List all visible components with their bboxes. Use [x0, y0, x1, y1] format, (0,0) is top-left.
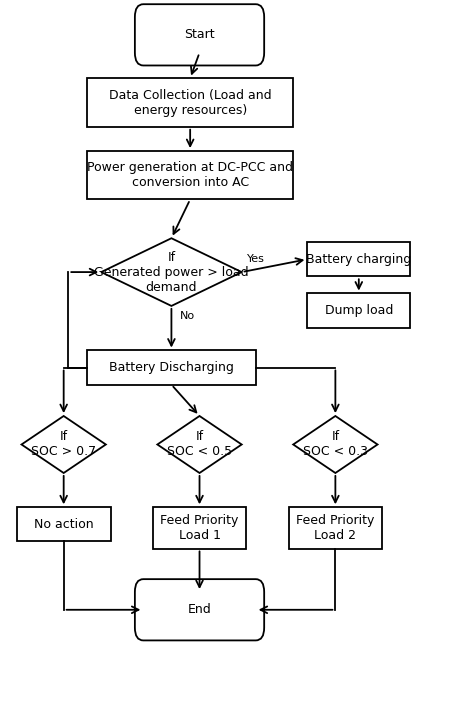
Bar	[307, 294, 410, 327]
Polygon shape	[157, 416, 242, 473]
Text: Dump load: Dump load	[325, 304, 393, 317]
Text: If
SOC > 0.7: If SOC > 0.7	[31, 431, 96, 459]
Text: Start: Start	[184, 28, 215, 42]
Text: Feed Priority
Load 1: Feed Priority Load 1	[160, 514, 239, 542]
Text: No action: No action	[34, 518, 93, 531]
Bar	[87, 350, 256, 385]
Text: No: No	[180, 311, 195, 321]
Bar	[87, 151, 293, 200]
Text: End: End	[188, 603, 211, 616]
Bar	[17, 507, 110, 541]
Text: Yes: Yes	[247, 254, 265, 264]
Text: If
Generated power > load
demand: If Generated power > load demand	[94, 251, 249, 294]
Bar	[87, 78, 293, 127]
Bar	[307, 242, 410, 276]
Text: Power generation at DC-PCC and
conversion into AC: Power generation at DC-PCC and conversio…	[87, 161, 293, 189]
Polygon shape	[293, 416, 377, 473]
Text: Feed Priority
Load 2: Feed Priority Load 2	[296, 514, 374, 542]
FancyBboxPatch shape	[135, 579, 264, 640]
Text: Battery Discharging: Battery Discharging	[109, 361, 234, 374]
Polygon shape	[101, 238, 242, 306]
Bar	[153, 507, 246, 549]
Text: Battery charging: Battery charging	[306, 253, 411, 266]
Text: If
SOC < 0.3: If SOC < 0.3	[303, 431, 368, 459]
Text: Data Collection (Load and
energy resources): Data Collection (Load and energy resourc…	[109, 88, 272, 116]
Bar	[289, 507, 382, 549]
FancyBboxPatch shape	[135, 4, 264, 65]
Polygon shape	[21, 416, 106, 473]
Text: If
SOC < 0.5: If SOC < 0.5	[167, 431, 232, 459]
